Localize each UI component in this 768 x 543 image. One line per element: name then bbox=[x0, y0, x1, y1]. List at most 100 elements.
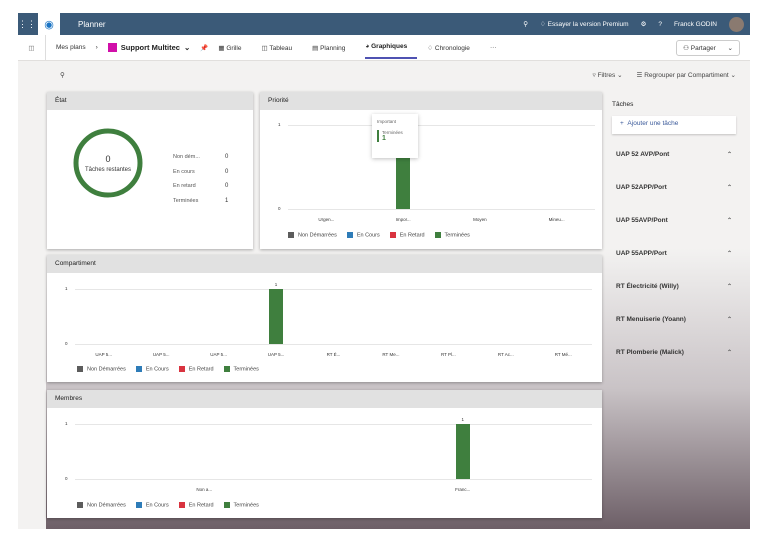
x-tick-label: RT Pl... bbox=[440, 352, 456, 357]
x-tick-label: Franc... bbox=[455, 487, 471, 492]
x-tick-label: RT Me... bbox=[382, 352, 400, 357]
bucket-row[interactable]: RT Menuiserie (Yoann) ⌃ bbox=[608, 303, 740, 336]
tooltip-value: 1 bbox=[382, 135, 386, 142]
remaining-caption: Tâches restantes bbox=[84, 167, 132, 173]
collapse-icon[interactable]: ⌃ bbox=[726, 218, 732, 224]
tasks-title: Tâches bbox=[612, 101, 634, 108]
status-row-value: 0 bbox=[225, 183, 229, 189]
legend-item[interactable]: Non Démarrées bbox=[288, 232, 337, 238]
collapse-icon[interactable]: ⌃ bbox=[726, 350, 732, 356]
tab-label: Grille bbox=[226, 44, 242, 52]
x-tick-label: Urgen... bbox=[318, 217, 335, 222]
legend-item[interactable]: En Cours bbox=[135, 366, 169, 372]
status-row-value: 1 bbox=[225, 197, 229, 204]
legend-swatch bbox=[223, 502, 230, 508]
search-icon[interactable]: ⚲ bbox=[60, 72, 65, 79]
tab-grille[interactable]: ▦ Grille bbox=[218, 44, 242, 52]
legend-item[interactable]: En Retard bbox=[178, 366, 214, 373]
breadcrumb-my-plans[interactable]: Mes plans bbox=[56, 44, 86, 51]
x-tick-label: RT Ac... bbox=[497, 352, 514, 357]
group-by-label: Regrouper par Compartiment bbox=[644, 72, 729, 79]
status-row-label: En retard bbox=[173, 183, 196, 189]
add-task-label: Ajouter une tâche bbox=[627, 120, 679, 127]
collapse-icon[interactable]: ⌃ bbox=[726, 317, 732, 323]
collapse-icon[interactable]: ⌃ bbox=[726, 185, 732, 191]
tab-label: Tableau bbox=[269, 44, 293, 52]
tab-tableau[interactable]: ◫ Tableau bbox=[261, 44, 293, 52]
share-button[interactable]: ⚇ Partager ⌄ bbox=[676, 39, 740, 56]
add-task-button[interactable]: + Ajouter une tâche bbox=[612, 116, 736, 134]
tab-graphiques[interactable]: ◕ Graphiques bbox=[365, 36, 418, 59]
bucket-row[interactable]: UAP 55AVP/Pont ⌃ bbox=[608, 204, 740, 237]
legend-item[interactable]: En Retard bbox=[389, 232, 425, 239]
plan-selector[interactable]: Support Multitec ⌄ bbox=[107, 43, 190, 52]
status-row-value: 0 bbox=[225, 168, 229, 175]
legend-label: En Cours bbox=[145, 502, 169, 509]
tab-planning[interactable]: ▤ Planning bbox=[312, 44, 346, 52]
collapse-icon[interactable]: ⌃ bbox=[726, 284, 732, 290]
help-icon[interactable]: ? bbox=[658, 20, 663, 28]
sidebar-toggle-icon[interactable]: ◫ bbox=[18, 35, 46, 60]
card-title: Compartiment bbox=[47, 255, 602, 273]
premium-button[interactable]: ♢ Essayer la version Premium bbox=[540, 21, 629, 28]
bucket-row[interactable]: RT Électricité (Willy) ⌃ bbox=[608, 270, 740, 303]
priorite-card: Priorité 0 1 Urgen... Impor... Moyen Mineu... N… bbox=[260, 92, 602, 249]
bucket-row[interactable]: UAP 52APP/Port ⌃ bbox=[608, 171, 740, 204]
pin-icon[interactable]: 📌 bbox=[200, 44, 209, 52]
bar-terminees[interactable] bbox=[269, 289, 284, 344]
compartiment-card: Compartiment 0 1 UAP 5... UAP 5... UAP 5... UA… bbox=[47, 255, 602, 382]
legend-swatch bbox=[135, 502, 142, 508]
app-launcher-icon[interactable]: ⋮⋮⋮ bbox=[18, 18, 45, 29]
legend-item[interactable]: Terminées bbox=[434, 232, 470, 238]
planner-window: ⋮⋮⋮ ◉ Planner ⚲ ♢ Essayer la version Pre… bbox=[18, 13, 750, 529]
x-tick-label: UAP 5... bbox=[95, 352, 113, 357]
legend-swatch bbox=[135, 366, 142, 372]
legend-item[interactable]: Non Démarrées bbox=[77, 502, 126, 508]
bucket-name: UAP 52APP/Port bbox=[616, 184, 667, 191]
legend-label: Non Démarrées bbox=[87, 502, 126, 509]
gridline bbox=[75, 424, 592, 425]
bucket-row[interactable]: RT Plomberie (Malick) ⌃ bbox=[608, 336, 740, 369]
bucket-name: UAP 55AVP/Pont bbox=[616, 217, 668, 224]
org-logo: ◉ bbox=[38, 13, 60, 35]
x-tick-label: Impor... bbox=[395, 217, 411, 222]
legend-item[interactable]: Terminées bbox=[223, 502, 259, 508]
chevron-right-icon: › bbox=[95, 44, 98, 51]
group-by-button[interactable]: ☰ Regrouper par Compartiment ⌄ bbox=[636, 72, 736, 79]
app-title: Planner bbox=[78, 19, 106, 29]
tab-label: Graphiques bbox=[371, 43, 408, 50]
bucket-row[interactable]: UAP 55APP/Port ⌃ bbox=[608, 237, 740, 270]
bucket-name: UAP 55APP/Port bbox=[616, 250, 667, 257]
legend-item[interactable]: Non Démarrées bbox=[77, 366, 126, 372]
legend-item[interactable]: En Retard bbox=[178, 502, 214, 508]
more-views-button[interactable]: ··· bbox=[489, 44, 497, 51]
tooltip-title: Important bbox=[377, 119, 397, 124]
tab-chronologie[interactable]: ♢ Chronologie bbox=[427, 44, 470, 52]
x-tick-label: UAP 5... bbox=[210, 352, 227, 357]
legend-item[interactable]: Terminées bbox=[223, 366, 259, 373]
share-link-icon[interactable]: ⚲ bbox=[523, 21, 528, 28]
legend-item[interactable]: En Cours bbox=[346, 232, 380, 239]
data-label: 1 bbox=[461, 417, 465, 422]
legend-label: En Cours bbox=[356, 232, 380, 239]
legend-swatch bbox=[77, 502, 83, 508]
user-name[interactable]: Franck GODIN bbox=[674, 20, 717, 28]
gridline bbox=[75, 289, 592, 290]
legend-label: Terminées bbox=[233, 366, 259, 373]
legend-label: En Retard bbox=[188, 366, 214, 373]
collapse-icon[interactable]: ⌃ bbox=[726, 152, 732, 158]
y-tick-label: 0 bbox=[65, 341, 68, 346]
bucket-row[interactable]: UAP 52 AVP/Pont ⌃ bbox=[608, 138, 740, 171]
collapse-icon[interactable]: ⌃ bbox=[726, 251, 732, 257]
x-tick-label: Non a... bbox=[196, 487, 213, 492]
legend-item[interactable]: En Cours bbox=[135, 502, 169, 509]
plan-nav: ◫ Mes plans › Support Multitec ⌄ 📌 ▦ Gril… bbox=[18, 35, 750, 61]
share-label: Partager bbox=[690, 44, 716, 52]
bar-terminees[interactable] bbox=[455, 424, 470, 479]
avatar[interactable] bbox=[729, 16, 744, 32]
legend-label: En Retard bbox=[399, 232, 425, 239]
filters-button[interactable]: ▿ Filtres ⌄ bbox=[592, 72, 623, 79]
settings-icon[interactable]: ⚙ bbox=[640, 21, 647, 28]
legend-swatch bbox=[434, 232, 441, 238]
bucket-name: RT Plomberie (Malick) bbox=[616, 349, 684, 356]
